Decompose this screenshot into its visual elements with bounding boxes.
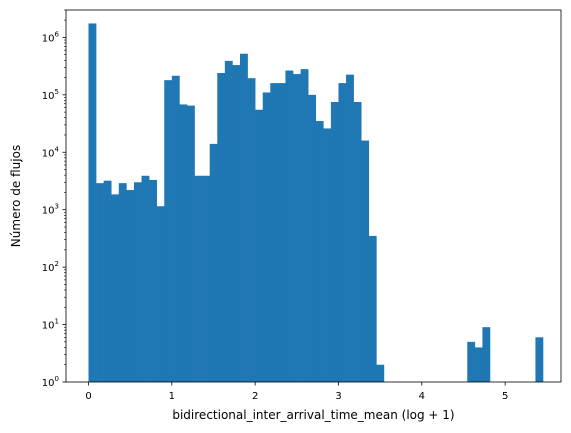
histogram-bar [353,102,362,382]
histogram-bar [368,235,377,382]
histogram-bar [300,69,309,382]
histogram-bar [361,140,370,382]
x-tick-label: 1 [169,391,175,402]
histogram-bar [126,190,135,382]
histogram-bar [171,75,180,382]
histogram-bar [118,183,127,382]
y-tick-label: 100 [42,375,59,389]
bars-group [88,23,544,383]
histogram-bar [141,175,150,382]
histogram-bar [224,60,233,382]
histogram-bar [179,104,188,382]
x-axis-ticks: 0 1 2 3 4 5 [85,382,508,402]
histogram-bar [482,327,491,382]
histogram-bar [133,182,142,382]
histogram-bar [285,70,294,382]
histogram-bar [202,175,210,382]
histogram-bar [96,183,104,382]
histogram-bar [232,65,241,383]
y-tick-label: 102 [42,260,59,274]
x-tick-label: 4 [419,391,425,402]
histogram-bar [217,72,226,382]
histogram-bar [467,341,476,382]
histogram-bar [535,337,544,382]
histogram-bar [255,109,264,382]
y-axis-label: Número de flujos [9,145,23,247]
histogram-bar [164,80,173,382]
histogram-bar [346,74,354,382]
histogram-bar [330,102,339,382]
x-tick-label: 5 [502,391,508,402]
histogram-bar [194,175,203,382]
histogram-bar [247,78,256,382]
histogram-bar [186,105,195,382]
histogram-bar [338,83,347,382]
x-axis-label: bidirectional_inter_arrival_time_mean (l… [172,408,454,422]
x-tick-label: 2 [252,391,258,402]
x-tick-label: 3 [335,391,341,402]
histogram-bar [293,74,301,382]
histogram-bar [474,347,483,382]
histogram-bar [240,53,248,382]
histogram-bar [149,179,157,382]
histogram-bar [209,143,218,382]
histogram-bar [270,83,279,382]
plot-frame [65,9,562,383]
histogram-bar [315,121,324,382]
x-tick-label: 0 [85,391,91,402]
histogram-bar [262,92,271,383]
histogram-bar [103,180,112,382]
y-tick-label: 103 [42,203,59,217]
histogram-bar [156,206,165,382]
histogram-bar [277,83,286,382]
y-tick-label: 101 [42,318,59,332]
histogram-bar [308,94,317,382]
y-tick-label: 105 [42,88,59,102]
histogram-bar [376,364,385,382]
y-tick-label: 106 [42,30,60,44]
histogram-bar [323,128,332,382]
histogram-bar [88,23,97,382]
y-axis-ticks: 100 101 102 103 104 105 106 [42,9,66,389]
histogram-bar [111,194,120,382]
y-tick-label: 104 [42,145,60,159]
